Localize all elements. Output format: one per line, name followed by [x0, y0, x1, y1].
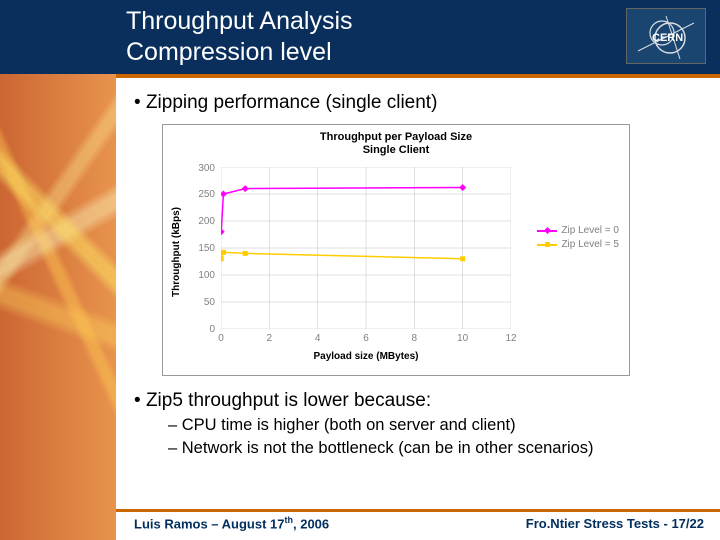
- svg-text:50: 50: [204, 297, 216, 308]
- chart-title-l1: Throughput per Payload Size: [320, 131, 472, 143]
- cern-logo: CERN: [626, 8, 706, 64]
- legend-item-zip0: Zip Level = 0: [537, 225, 619, 236]
- svg-text:0: 0: [218, 333, 224, 344]
- chart-title-l2: Single Client: [363, 144, 430, 156]
- svg-text:100: 100: [198, 270, 215, 281]
- slide-header: Throughput Analysis Compression level CE…: [0, 0, 720, 74]
- y-axis-label: Throughput (kBps): [169, 167, 185, 329]
- slide-footer: Luis Ramos – August 17th, 2006 Fro.Ntier…: [116, 512, 720, 540]
- x-axis-label: Payload size (MBytes): [221, 347, 511, 363]
- svg-text:0: 0: [209, 324, 215, 335]
- svg-text:150: 150: [198, 243, 215, 254]
- chart-legend: Zip Level = 0 Zip Level = 5: [537, 225, 619, 253]
- slide-body: Zipping performance (single client) Thro…: [116, 78, 720, 510]
- sidebar-decoration: [0, 0, 116, 540]
- svg-text:250: 250: [198, 189, 215, 200]
- footer-page: Fro.Ntier Stress Tests - 17/22: [526, 516, 704, 531]
- throughput-chart: Throughput per Payload Size Single Clien…: [162, 124, 630, 376]
- sub-bullet-network: Network is not the bottleneck (can be in…: [168, 439, 702, 458]
- svg-text:12: 12: [505, 333, 517, 344]
- svg-text:300: 300: [198, 163, 215, 174]
- title-line2: Compression level: [126, 38, 332, 66]
- bullet-zipping-performance: Zipping performance (single client): [134, 92, 702, 114]
- chart-plot-area: [221, 167, 511, 329]
- legend-item-zip5: Zip Level = 5: [537, 239, 619, 250]
- bullet-zip5-lower: Zip5 throughput is lower because:: [134, 390, 702, 412]
- svg-text:10: 10: [457, 333, 469, 344]
- svg-text:4: 4: [315, 333, 321, 344]
- slide-title: Throughput Analysis Compression level: [126, 6, 353, 69]
- x-ticks: 0 2 4 6 8 10 12: [221, 331, 517, 345]
- chart-title: Throughput per Payload Size Single Clien…: [163, 131, 629, 157]
- title-line1: Throughput Analysis: [126, 7, 353, 35]
- svg-text:2: 2: [267, 333, 273, 344]
- svg-text:200: 200: [198, 216, 215, 227]
- chart-grid: [221, 167, 511, 329]
- sub-bullet-cpu: CPU time is higher (both on server and c…: [168, 416, 702, 435]
- footer-author: Luis Ramos – August 17th, 2006: [134, 515, 329, 531]
- svg-text:Payload size (MBytes): Payload size (MBytes): [313, 351, 418, 362]
- legend-label-0: Zip Level = 0: [561, 225, 619, 236]
- series-zip5: [221, 252, 462, 258]
- svg-text:Throughput (kBps): Throughput (kBps): [171, 207, 182, 297]
- svg-text:6: 6: [363, 333, 369, 344]
- svg-text:CERN: CERN: [652, 32, 683, 44]
- y-ticks: 0 50 100 150 200 250 300: [193, 167, 219, 335]
- legend-label-1: Zip Level = 5: [561, 239, 619, 250]
- svg-text:8: 8: [412, 333, 418, 344]
